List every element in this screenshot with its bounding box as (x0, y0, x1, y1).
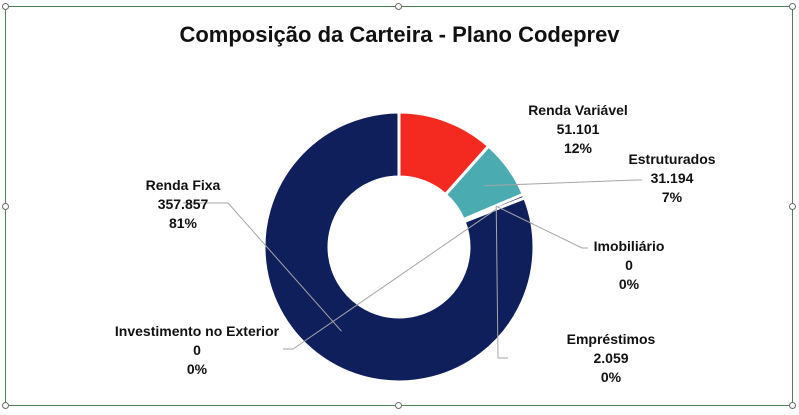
label-percent: 0% (618, 276, 640, 292)
data-label-renda-variavel: Renda Variável 51.101 12% (528, 101, 628, 158)
label-value: 31.194 (650, 170, 694, 186)
label-value: 0 (193, 342, 201, 358)
chart-title: Composição da Carteira - Plano Codeprev (179, 22, 620, 47)
leader-line-renda-fixa (183, 202, 342, 332)
label-value: 2.059 (593, 350, 629, 366)
resize-handle-top-center[interactable] (395, 3, 402, 10)
resize-handle-top-right[interactable] (789, 3, 796, 10)
leader-line-estruturados (484, 179, 642, 187)
data-label-emprestimos: Empréstimos 2.059 0% (567, 330, 656, 387)
label-value: 357.857 (157, 196, 209, 212)
label-category: Renda Fixa (145, 177, 221, 193)
resize-handle-bottom-right[interactable] (789, 402, 796, 409)
leader-line-investimento-no-exterior (283, 208, 498, 350)
label-percent: 81% (168, 215, 198, 231)
resize-handle-middle-right[interactable] (789, 203, 796, 210)
leader-line-emprestimos (495, 207, 508, 359)
resize-handle-top-left[interactable] (2, 3, 9, 10)
resize-handle-middle-left[interactable] (2, 203, 9, 210)
label-percent: 0% (600, 369, 622, 385)
label-percent: 0% (186, 361, 208, 377)
label-category: Empréstimos (566, 331, 656, 347)
label-percent: 7% (661, 189, 683, 205)
label-category: Estruturados (628, 151, 716, 167)
resize-handle-bottom-left[interactable] (2, 402, 9, 409)
slice-renda-fixa[interactable] (262, 110, 536, 384)
resize-handle-bottom-center[interactable] (395, 402, 402, 409)
label-percent: 12% (563, 140, 593, 156)
data-label-renda-fixa: Renda Fixa 357.857 81% (146, 176, 221, 233)
label-value: 51.101 (556, 121, 600, 137)
data-label-imobiliario: Imobiliário 0 0% (594, 237, 665, 294)
data-label-investimento-no-exterior: Investimento no Exterior 0 0% (115, 322, 279, 379)
label-value: 0 (625, 257, 633, 273)
label-category: Imobiliário (593, 238, 665, 254)
data-label-estruturados: Estruturados 31.194 7% (628, 150, 715, 207)
label-category: Renda Variável (528, 102, 628, 118)
label-category: Investimento no Exterior (114, 323, 280, 339)
leader-line-imobiliario (495, 205, 588, 249)
